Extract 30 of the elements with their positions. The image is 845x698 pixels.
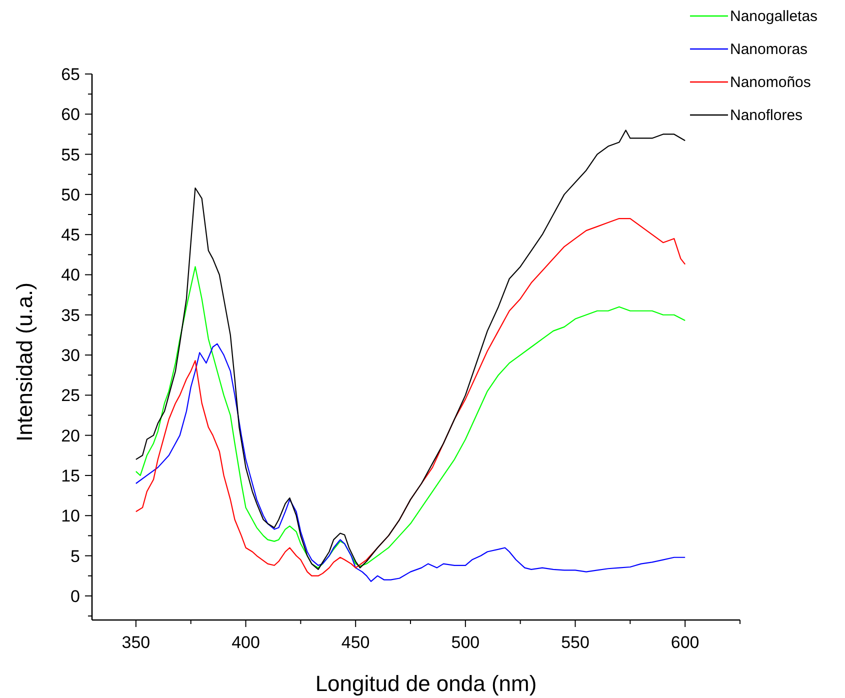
x-tick-label: 400 <box>232 633 260 652</box>
x-tick-label: 350 <box>122 633 150 652</box>
line-series <box>135 130 686 570</box>
line-series <box>135 266 686 568</box>
y-tick-label: 0 <box>70 586 80 606</box>
line-series <box>135 218 686 576</box>
y-axis-title: Intensidad (u.a.) <box>12 282 37 442</box>
x-tick-label: 450 <box>341 633 370 652</box>
legend-label: Nanogalletas <box>730 8 818 25</box>
y-tick-label: 30 <box>61 346 80 366</box>
y-tick-label: 45 <box>61 226 80 245</box>
y-tick-label: 5 <box>70 546 80 566</box>
y-tick-label: 25 <box>61 386 80 406</box>
y-tick-label: 15 <box>61 466 80 486</box>
line-series <box>135 343 686 582</box>
y-tick-label: 10 <box>61 506 80 526</box>
y-tick-label: 35 <box>61 306 80 325</box>
y-tick-label: 40 <box>61 266 80 285</box>
legend-label: Nanoflores <box>730 107 803 124</box>
y-tick-label: 55 <box>61 145 80 164</box>
x-tick-label: 500 <box>451 633 480 652</box>
y-tick-label: 20 <box>61 426 80 446</box>
y-tick-label: 60 <box>61 105 80 124</box>
x-axis-title: Longitud de onda (nm) <box>315 671 537 696</box>
y-tick-label: 65 <box>61 65 80 84</box>
x-tick-label: 550 <box>561 633 590 652</box>
legend-label: Nanomoños <box>730 74 811 91</box>
y-tick-label: 50 <box>61 185 80 204</box>
x-tick-label: 600 <box>670 633 700 652</box>
legend-label: Nanomoras <box>730 41 808 58</box>
